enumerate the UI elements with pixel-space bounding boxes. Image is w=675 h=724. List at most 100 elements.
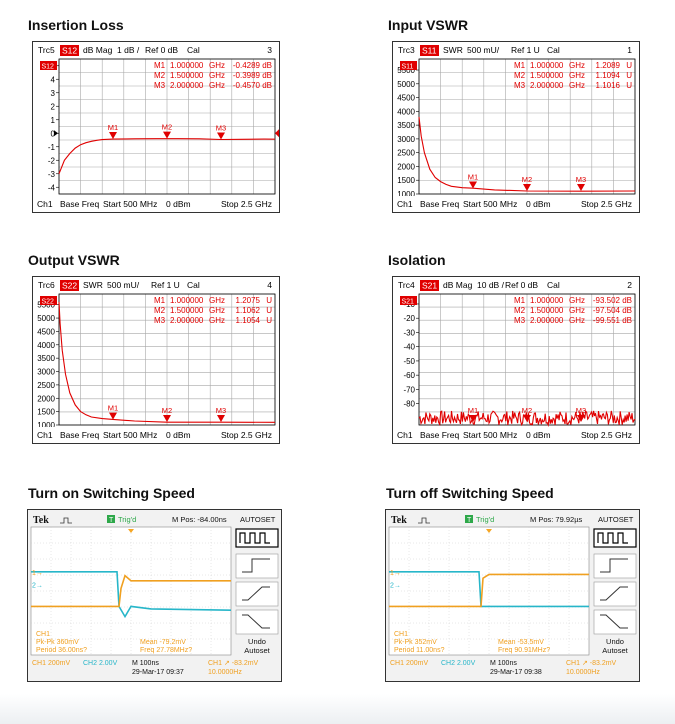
ref-arrow xyxy=(275,129,279,138)
status-mtime: M 100ns xyxy=(490,660,517,667)
marker-readout-name: M3 xyxy=(154,316,166,325)
plot-frame xyxy=(418,58,636,195)
vna-footer: Ch1 Base Freq Start 500 MHz 0 dBm Stop 2… xyxy=(393,427,639,443)
marker-readout-freq: 2.000000 xyxy=(530,81,564,90)
trigger-position-marker xyxy=(486,529,492,533)
m-position: M Pos: -84.00ns xyxy=(172,515,227,524)
y-tick-label: 4500 xyxy=(37,327,55,336)
header-scale: 1 dB / xyxy=(117,45,140,55)
footer-stop: Stop 2.5 GHz xyxy=(581,430,633,440)
ch1-marker: 1→ xyxy=(390,570,401,577)
header-param: S22 xyxy=(62,281,77,291)
trace-label-box xyxy=(400,61,417,70)
status-trigger-freq: 10.0000Hz xyxy=(208,669,242,676)
ref-arrow-left xyxy=(54,130,58,137)
marker-label: M2 xyxy=(162,123,172,132)
marker-readout-freq: 2.000000 xyxy=(170,316,204,325)
scope-panel-turn-on: Tek T Trig'd M Pos: -84.00ns AUTOSET 1→ 2→ CH1 P… xyxy=(27,509,282,682)
trig-status: Trig'd xyxy=(476,515,494,524)
square-wave-icon xyxy=(597,532,628,544)
status-trigger-freq: 10.0000Hz xyxy=(566,669,600,676)
y-tick-label: 2 xyxy=(51,102,56,111)
footer-base: Base Freq xyxy=(60,430,100,440)
rising-edge-icon xyxy=(242,558,270,573)
y-tick-label: 2000 xyxy=(37,394,55,403)
marker-readout-unit: GHz xyxy=(209,306,225,315)
marker-readout-freq: 1.000000 xyxy=(530,296,564,305)
status-ch2: CH2 2.00V xyxy=(441,660,476,667)
marker-readout-name: M3 xyxy=(514,316,526,325)
meas-mean: Mean -79.2mV xyxy=(140,639,186,646)
marker-readout-name: M2 xyxy=(154,71,166,80)
autoset-label: Autoset xyxy=(602,646,628,655)
y-tick-label: 5000 xyxy=(397,80,415,89)
footer-stop: Stop 2.5 GHz xyxy=(221,199,273,209)
autoset-option-rising xyxy=(235,553,279,579)
marker-label: M3 xyxy=(576,406,586,415)
marker-readout-value: -97.504 xyxy=(593,306,621,315)
y-tick-label: 2500 xyxy=(37,381,55,390)
autoset-label: Autoset xyxy=(244,646,270,655)
footer-stop: Stop 2.5 GHz xyxy=(221,430,273,440)
meas-pkpk: Pk-Pk 360mV xyxy=(36,639,79,646)
rising-edge-icon xyxy=(600,558,628,573)
marker-triangle xyxy=(217,132,225,140)
autoset-title: AUTOSET xyxy=(598,515,634,524)
y-tick-label: -3 xyxy=(48,170,56,179)
status-ch1: CH1 200mV xyxy=(390,660,428,667)
y-tick-label: 4000 xyxy=(37,341,55,350)
marker-readout-vunit: dB xyxy=(262,81,272,90)
header-trace: Trc3 xyxy=(398,45,415,55)
header-format: SWR xyxy=(443,45,463,55)
header-ref: Ref 1 U xyxy=(151,280,180,290)
marker-readout-vunit: dB xyxy=(622,306,632,315)
meas-channel: CH1 xyxy=(394,631,408,638)
header-trace: Trc4 xyxy=(398,280,415,290)
footer-base: Base Freq xyxy=(420,199,460,209)
marker-readout-name: M1 xyxy=(514,61,526,70)
marker-label: M1 xyxy=(468,172,478,181)
scope-trace-orange xyxy=(31,574,231,608)
y-tick-label: 1 xyxy=(51,116,56,125)
status-trigger: CH1 ↗ -83.2mV xyxy=(566,660,617,667)
marker-readout-vunit: dB xyxy=(622,316,632,325)
meas-mean: Mean -53.5mV xyxy=(498,639,544,646)
marker-readout-value: 1.2075 xyxy=(236,296,261,305)
y-tick-label: 5500 xyxy=(397,66,415,75)
y-tick-label: 3500 xyxy=(37,354,55,363)
marker-readout-freq: 1.000000 xyxy=(170,296,204,305)
y-tick-label: 1000 xyxy=(397,190,415,196)
marker-triangle xyxy=(109,132,117,140)
title-turn-on: Turn on Switching Speed xyxy=(28,485,195,501)
header-cal: Cal xyxy=(187,45,200,55)
marker-label: M3 xyxy=(216,406,226,415)
header-number: 1 xyxy=(627,45,632,55)
marker-readout-unit: GHz xyxy=(209,81,225,90)
trace-label-box xyxy=(40,61,57,70)
marker-readout-freq: 1.500000 xyxy=(530,71,564,80)
marker-readout-unit: GHz xyxy=(209,71,225,80)
header-param-box xyxy=(420,45,439,56)
marker-readout-name: M3 xyxy=(154,81,166,90)
trace-label-box xyxy=(400,296,417,305)
y-tick-label: 4500 xyxy=(397,94,415,103)
marker-label: M1 xyxy=(108,404,118,413)
y-tick-label: -2 xyxy=(48,156,56,165)
meas-freq: Freq 27.78MHz? xyxy=(140,647,192,654)
marker-readout-name: M2 xyxy=(514,71,526,80)
marker-readout-vunit: dB xyxy=(262,71,272,80)
header-cal: Cal xyxy=(187,280,200,290)
marker-readout-value: 1.2089 xyxy=(596,61,621,70)
y-tick-label: 3500 xyxy=(397,121,415,130)
y-tick-label: 1500 xyxy=(37,408,55,417)
marker-readout-vunit: U xyxy=(626,81,632,90)
run-icon xyxy=(418,517,430,524)
marker-readout-vunit: dB xyxy=(622,296,632,305)
marker-readout-name: M2 xyxy=(154,306,166,315)
marker-readout-value: 1.1016 xyxy=(596,81,621,90)
scope-panel-turn-off: Tek T Trig'd M Pos: 79.92µs AUTOSET 1→ 2→ CH1 Pk… xyxy=(385,509,640,682)
marker-readout-name: M1 xyxy=(154,61,166,70)
marker-label: M2 xyxy=(522,175,532,184)
trig-badge xyxy=(465,515,473,523)
